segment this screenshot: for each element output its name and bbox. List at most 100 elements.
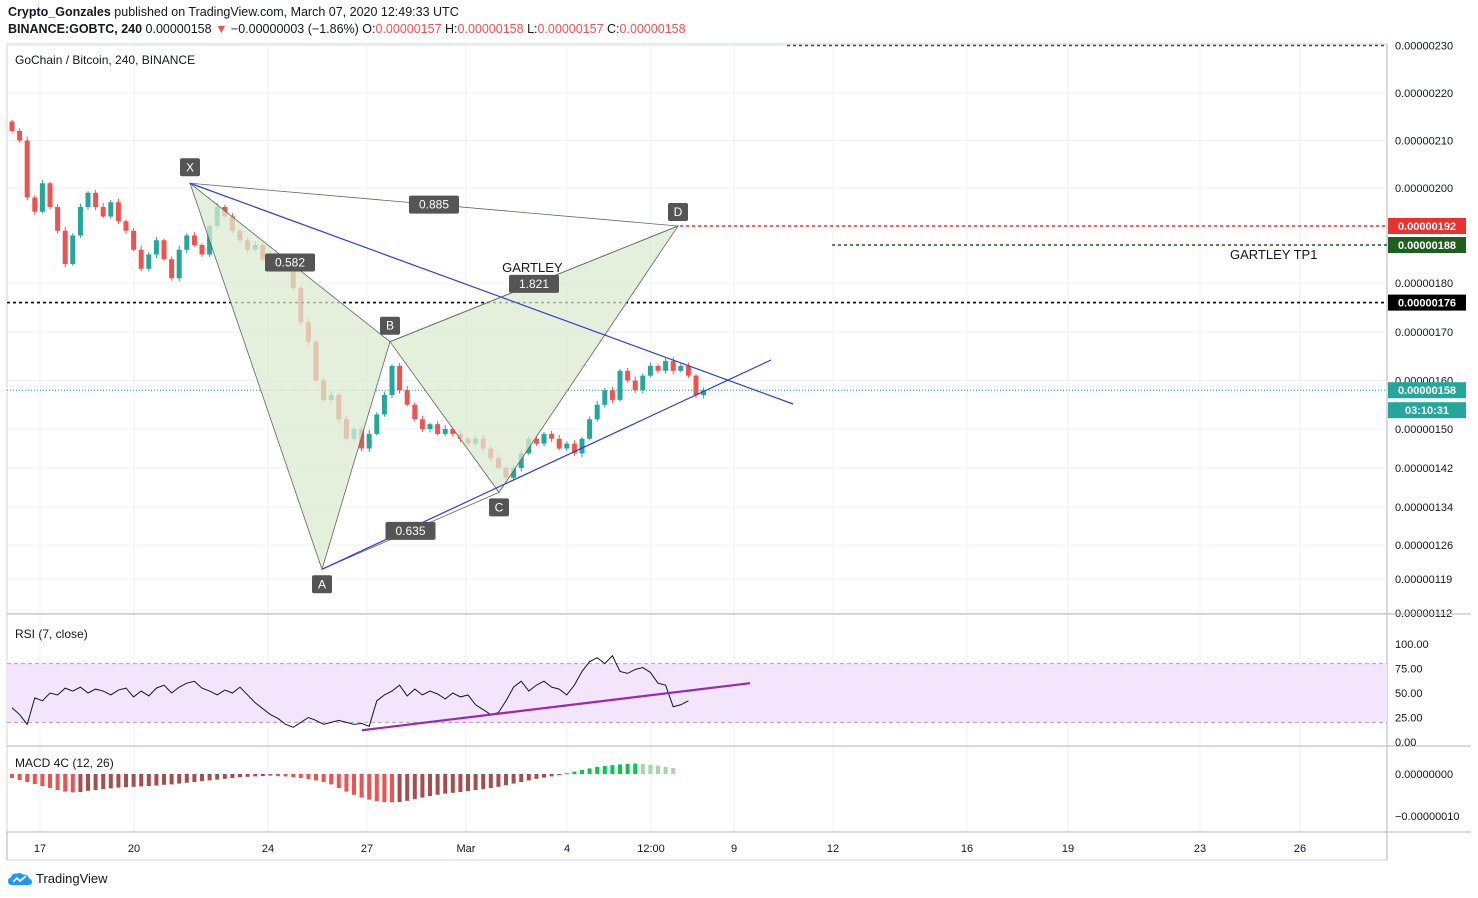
pattern-point-badge [180, 158, 200, 177]
macd-bar [618, 764, 622, 774]
macd-bar [321, 774, 326, 782]
candle-body [579, 438, 585, 454]
macd-bar [291, 774, 296, 778]
macd-bar [481, 774, 486, 790]
y-tick-label: 0.00000210 [1395, 136, 1453, 148]
macd-bar [260, 774, 265, 776]
pattern-point-badge [668, 203, 688, 221]
candle-body [381, 395, 387, 415]
candle-body [685, 365, 691, 376]
x-tick-label: Mar [457, 843, 476, 855]
high-value: 0.00000158 [457, 22, 524, 36]
macd-tick-label: −0.00000010 [1395, 811, 1460, 823]
candle-body [191, 235, 197, 245]
candle-body [77, 207, 83, 236]
macd-bar [549, 774, 554, 777]
macd-bar [587, 768, 592, 774]
candle-body [131, 230, 137, 250]
rsi-tick-label: 100.00 [1395, 639, 1429, 651]
macd-bar [108, 774, 113, 789]
macd-bar [192, 774, 197, 782]
macd-bar [230, 774, 235, 778]
candle-body [450, 429, 456, 434]
price-tag-label: 0.00000188 [1398, 240, 1456, 252]
candle-body [632, 380, 638, 391]
ratio-badge [385, 521, 436, 540]
candle-body [55, 207, 61, 231]
candle-body [93, 192, 99, 207]
rsi-tick-label: 25.00 [1395, 713, 1423, 725]
y-tick-label: 0.00000230 [1395, 41, 1453, 53]
macd-bar [428, 774, 432, 796]
candle-body [541, 433, 547, 444]
ratio-label: 0.582 [275, 255, 305, 269]
price-tag-label: 03:10:31 [1405, 405, 1449, 417]
author-name[interactable]: Crypto_Gonzales [8, 5, 111, 19]
x-tick-label: 20 [128, 843, 140, 855]
x-tick-label: 27 [361, 843, 373, 855]
macd-bar [25, 774, 30, 782]
candle-body [85, 192, 91, 207]
macd-bar [215, 774, 220, 780]
candle-body [427, 424, 433, 429]
macd-bar [124, 774, 128, 788]
macd-bar [443, 774, 448, 794]
x-tick-label: 26 [1294, 843, 1306, 855]
macd-bar [656, 765, 660, 774]
descending-trendline [189, 182, 794, 405]
candle-body [146, 254, 152, 269]
candle-body [701, 390, 707, 396]
macd-bar [253, 774, 258, 777]
macd-bar [238, 774, 242, 778]
macd-bar [276, 774, 280, 776]
rsi-tick-label: 75.00 [1395, 664, 1423, 676]
macd-bar [625, 764, 630, 774]
tradingview-logo[interactable]: TradingView [8, 871, 108, 886]
price-tag-label: 0.00000192 [1398, 221, 1456, 233]
macd-bar [283, 774, 288, 777]
rsi-band [7, 663, 1387, 723]
x-tick-label: 12 [827, 843, 839, 855]
macd-bar [200, 774, 204, 782]
macd-bar [595, 766, 600, 774]
macd-bar [169, 774, 174, 785]
candle-body [115, 202, 121, 222]
y-tick-label: 0.00000150 [1395, 424, 1453, 436]
candle-body [587, 419, 593, 439]
pattern-point-label: B [386, 319, 394, 333]
candle-body [647, 365, 653, 376]
macd-bar [17, 774, 22, 780]
ratio-badge [509, 274, 559, 293]
candle-body [39, 183, 45, 212]
candle-body [366, 433, 372, 449]
candle-body [404, 390, 410, 405]
x-tick-label: 19 [1062, 843, 1074, 855]
candle-body [442, 429, 448, 434]
macd-bar [374, 774, 379, 802]
x-tick-label: 4 [564, 843, 570, 855]
macd-bar [526, 774, 531, 781]
macd-bar [101, 774, 106, 790]
macd-bar [93, 774, 98, 790]
macd-bar [542, 774, 546, 778]
price-tag-label: 0.00000176 [1398, 298, 1456, 310]
ratio-label: 0.885 [419, 198, 449, 212]
candle-body [17, 131, 23, 141]
cloud-icon [8, 872, 32, 885]
macd-bar [116, 774, 121, 788]
candle-body [389, 365, 395, 396]
candle-body [176, 249, 182, 279]
macd-tick-label: 0.00000000 [1395, 769, 1453, 781]
macd-bar [298, 774, 303, 778]
candle-body [47, 183, 53, 207]
macd-bar [488, 774, 493, 788]
ratio-label: 1.821 [519, 277, 549, 291]
x-tick-label: 24 [262, 843, 274, 855]
macd-bar [466, 774, 470, 792]
down-arrow-icon: ▼ [215, 22, 228, 36]
low-label: L: [527, 22, 538, 36]
candle-body [100, 207, 106, 217]
candle-body [533, 438, 539, 444]
macd-bar [534, 774, 539, 779]
